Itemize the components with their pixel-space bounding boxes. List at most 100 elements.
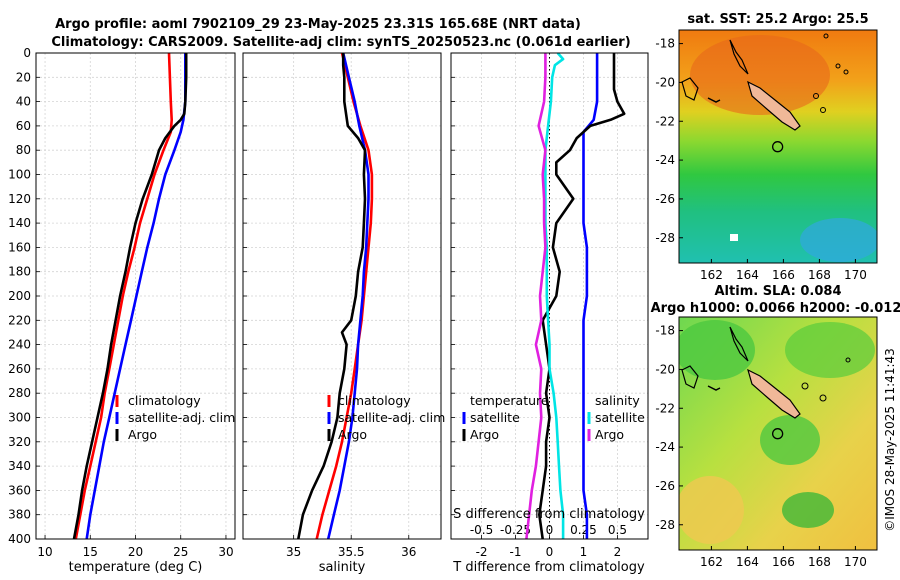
sst-cool-patch bbox=[800, 218, 877, 262]
depth-tick-labels: 0 20 40 60 80 100 120 140 160 180 200 220 240 260 280 3… bbox=[8, 46, 31, 546]
map-lon-label: 164 bbox=[736, 268, 759, 282]
temperature-tick-labels: 10 15 20 25 30 bbox=[37, 545, 233, 559]
sdiff-tick-label: 0 bbox=[546, 523, 554, 537]
imos-timestamp: ©IMOS 28-May-2025 11:41:43 bbox=[883, 348, 897, 532]
sla-map: Altim. SLA: 0.084 Argo h1000: 0.0066 h20… bbox=[651, 284, 900, 569]
sst-missing-data bbox=[730, 234, 738, 241]
salinity-panel: 35 35.5 36 salinity climatology satellite-… bbox=[242, 52, 445, 575]
depth-tick-label: 160 bbox=[8, 240, 31, 254]
sla-map-ticks: 162 164 166 168 170 -18 -20 -22 -24 -26 -28 bbox=[655, 324, 866, 569]
salinity-lines bbox=[297, 53, 374, 539]
map-lat-label: -22 bbox=[655, 401, 675, 415]
sdiff-satellite-line bbox=[544, 53, 565, 539]
reef-outline bbox=[729, 326, 749, 362]
map-lat-label: -26 bbox=[655, 192, 675, 206]
title-line1: Argo profile: aoml 7902109_29 23-May-202… bbox=[55, 17, 581, 32]
temperature-tick-label: 15 bbox=[83, 545, 98, 559]
depth-tick-label: 240 bbox=[8, 338, 31, 352]
legend3-temp-satellite: satellite bbox=[470, 410, 520, 425]
temperature-xlabel: temperature (deg C) bbox=[69, 560, 203, 575]
sst-warm-patch bbox=[690, 35, 830, 115]
salinity-difference-xlabel: S difference from climatology bbox=[453, 507, 645, 522]
salinity-xlabel: salinity bbox=[319, 560, 366, 575]
difference-grid bbox=[451, 52, 648, 540]
sla-low-patch bbox=[782, 492, 834, 528]
depth-tick-label: 220 bbox=[8, 313, 31, 327]
salinity-tick-labels: 35 35.5 36 bbox=[286, 545, 416, 559]
depth-tick-label: 100 bbox=[8, 168, 31, 182]
depth-tick-label: 260 bbox=[8, 362, 31, 376]
temperature-tick-label: 25 bbox=[173, 545, 188, 559]
loyalty-island bbox=[801, 382, 809, 390]
temperature-panel: 0 20 40 60 80 100 120 140 160 180 200 220 240 260 280 3… bbox=[8, 46, 236, 575]
reef-outline-small bbox=[707, 385, 721, 391]
sst-map-frame bbox=[678, 29, 878, 264]
legend3-sal-argo: Argo bbox=[595, 427, 624, 442]
sst-map-title: sat. SST: 25.2 Argo: 25.5 bbox=[687, 12, 868, 27]
depth-tick-label: 0 bbox=[23, 46, 31, 60]
map-lat-label: -18 bbox=[655, 37, 675, 51]
small-island bbox=[845, 357, 851, 363]
sdiff-tick-label: -0.25 bbox=[500, 523, 531, 537]
legend3-temp-argo: Argo bbox=[470, 427, 499, 442]
depth-tick-label: 320 bbox=[8, 435, 31, 449]
temperature-climatology-line bbox=[74, 53, 173, 539]
map-lon-label: 166 bbox=[772, 555, 795, 569]
sdiff-argo-line bbox=[525, 53, 547, 539]
map-lat-label: -26 bbox=[655, 479, 675, 493]
temperature-axes-box bbox=[35, 52, 236, 540]
temperature-argo-line bbox=[72, 53, 188, 539]
depth-tick-label: 60 bbox=[16, 119, 31, 133]
depth-tick-label: 120 bbox=[8, 192, 31, 206]
map-lon-label: 162 bbox=[700, 555, 723, 569]
small-island bbox=[823, 33, 829, 39]
difference-tick-labels: -2 -1 0 1 2 bbox=[476, 545, 622, 559]
salinity-tick-label: 35.5 bbox=[338, 545, 365, 559]
map-lon-label: 170 bbox=[844, 268, 867, 282]
sla-low-patch bbox=[760, 415, 820, 465]
map-lon-label: 170 bbox=[844, 555, 867, 569]
legend-climatology: climatology bbox=[128, 393, 201, 408]
depth-tick-label: 80 bbox=[16, 143, 31, 157]
sla-low-patch bbox=[785, 322, 875, 378]
map-lat-label: -22 bbox=[655, 114, 675, 128]
small-island bbox=[843, 69, 849, 75]
sla-map-title2: Argo h1000: 0.0066 h2000: -0.012 bbox=[651, 301, 900, 316]
small-island bbox=[835, 63, 841, 69]
temperature-legend: climatology satellite-adj. clim Argo bbox=[115, 393, 235, 442]
tdiff-tick-label: 1 bbox=[580, 545, 588, 559]
argo-position-marker bbox=[771, 428, 784, 440]
loyalty-island bbox=[820, 107, 826, 113]
depth-tick-label: 20 bbox=[16, 70, 31, 84]
tdiff-tick-label: -2 bbox=[476, 545, 488, 559]
sla-map-frame bbox=[678, 316, 878, 551]
map-lon-label: 164 bbox=[736, 555, 759, 569]
argo-position-marker bbox=[771, 141, 784, 153]
sla-map-title1: Altim. SLA: 0.084 bbox=[715, 284, 842, 299]
difference-lines bbox=[525, 53, 626, 539]
title-line2: Climatology: CARS2009. Satellite-adj cli… bbox=[51, 35, 630, 50]
temperature-tick-label: 30 bbox=[218, 545, 233, 559]
map-lat-label: -18 bbox=[655, 324, 675, 338]
temperature-satellite-line bbox=[85, 53, 187, 539]
depth-tick-label: 300 bbox=[8, 411, 31, 425]
map-lon-label: 168 bbox=[808, 555, 831, 569]
tdiff-tick-label: 2 bbox=[614, 545, 622, 559]
legend3-sal-title: salinity bbox=[595, 393, 640, 408]
tdiff-tick-label: -1 bbox=[510, 545, 522, 559]
temperature-grid bbox=[36, 52, 235, 540]
sdiff-tick-label: 0.5 bbox=[608, 523, 627, 537]
salinity-tick-label: 36 bbox=[401, 545, 416, 559]
sst-map: sat. SST: 25.2 Argo: 25.5 162 164 166 168 17… bbox=[655, 12, 878, 282]
map-lat-label: -28 bbox=[655, 518, 675, 532]
salinity-axes-box bbox=[242, 52, 442, 540]
reef-outline-west bbox=[681, 77, 699, 101]
reef-outline bbox=[729, 39, 749, 75]
difference-xlabel: T difference from climatology bbox=[452, 560, 645, 575]
map-lon-label: 166 bbox=[772, 268, 795, 282]
sdiff-tick-label: -0.5 bbox=[470, 523, 493, 537]
depth-tick-label: 200 bbox=[8, 289, 31, 303]
new-caledonia-island bbox=[747, 80, 801, 131]
temperature-lines bbox=[72, 53, 188, 539]
depth-tick-label: 340 bbox=[8, 459, 31, 473]
